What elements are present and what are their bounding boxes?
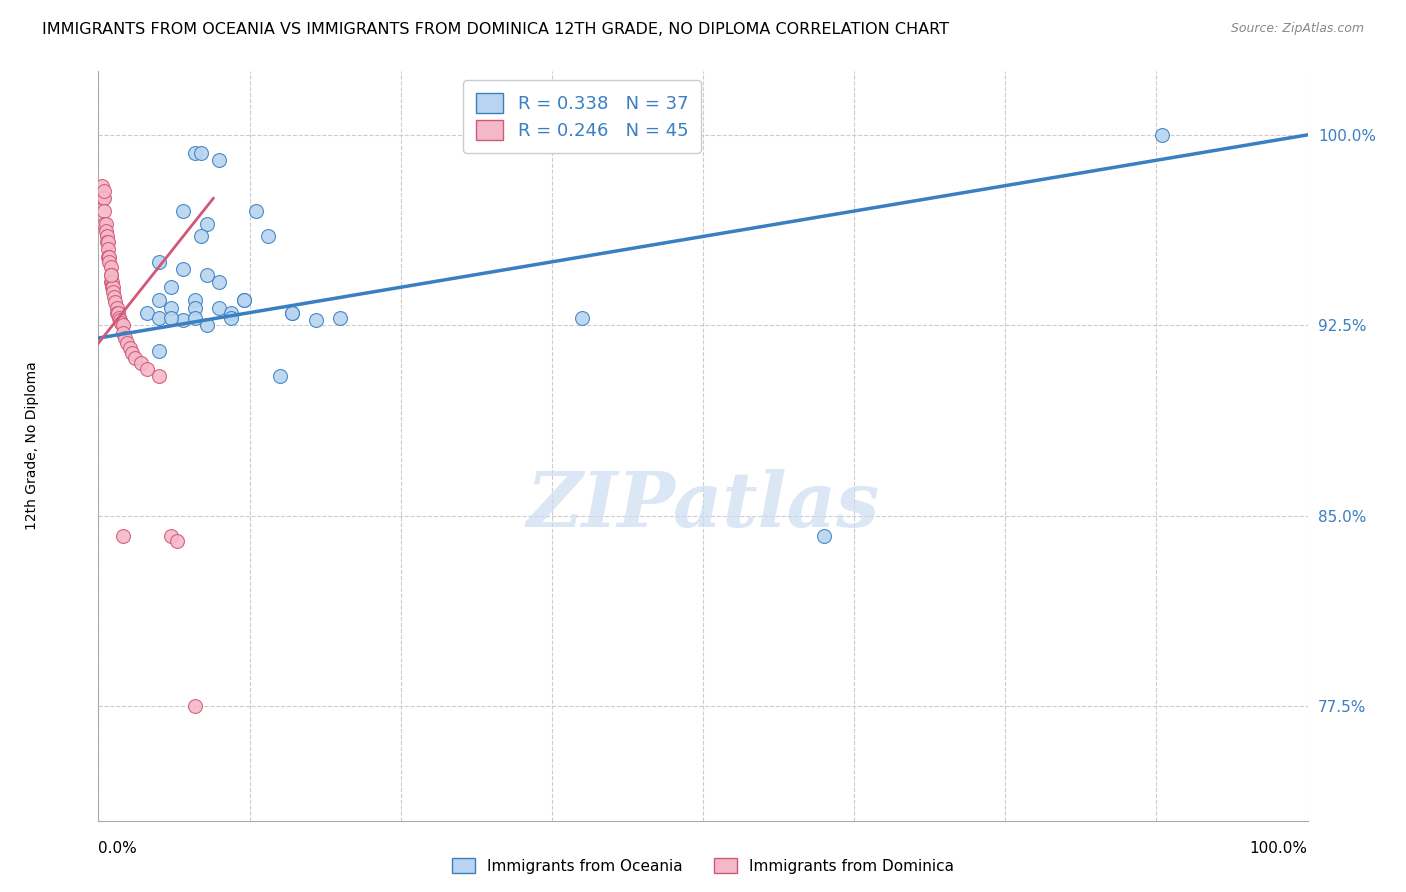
- Point: [91, 191, 114, 205]
- Text: Source: ZipAtlas.com: Source: ZipAtlas.com: [1230, 22, 1364, 36]
- Point: [111, 318, 134, 333]
- Point: [148, 255, 170, 269]
- Point: [195, 318, 218, 333]
- Point: [208, 275, 231, 289]
- Point: [118, 341, 141, 355]
- Point: [100, 268, 122, 282]
- Point: [110, 316, 132, 330]
- Point: [329, 310, 352, 325]
- Point: [135, 361, 157, 376]
- Point: [97, 235, 120, 249]
- Point: [121, 346, 143, 360]
- Point: [208, 301, 231, 315]
- Point: [269, 369, 291, 384]
- Point: [166, 534, 188, 549]
- Text: 12th Grade, No Diploma: 12th Grade, No Diploma: [25, 361, 39, 531]
- Point: [111, 529, 134, 543]
- Point: [160, 301, 183, 315]
- Legend: Immigrants from Oceania, Immigrants from Dominica: Immigrants from Oceania, Immigrants from…: [446, 852, 960, 880]
- Point: [160, 280, 183, 294]
- Point: [129, 356, 152, 370]
- Point: [195, 268, 218, 282]
- Point: [256, 229, 278, 244]
- Point: [184, 301, 207, 315]
- Point: [184, 145, 207, 160]
- Point: [190, 229, 212, 244]
- Point: [93, 204, 115, 219]
- Point: [98, 250, 121, 264]
- Point: [305, 313, 328, 327]
- Point: [107, 306, 129, 320]
- Point: [100, 268, 122, 282]
- Point: [281, 306, 304, 320]
- Point: [105, 306, 128, 320]
- Point: [93, 217, 115, 231]
- Point: [104, 295, 127, 310]
- Point: [91, 178, 114, 193]
- Point: [195, 217, 218, 231]
- Point: [221, 310, 243, 325]
- Point: [105, 301, 128, 315]
- Point: [111, 326, 134, 340]
- Point: [160, 310, 183, 325]
- Point: [101, 285, 124, 300]
- Point: [117, 336, 139, 351]
- Point: [100, 260, 122, 274]
- Point: [172, 313, 194, 327]
- Point: [100, 280, 122, 294]
- Text: 0.0%: 0.0%: [98, 841, 138, 856]
- Point: [97, 242, 120, 256]
- Point: [135, 306, 157, 320]
- Point: [160, 529, 183, 543]
- Point: [245, 204, 267, 219]
- Point: [148, 293, 170, 307]
- Point: [184, 310, 207, 325]
- Point: [97, 250, 120, 264]
- Point: [100, 275, 122, 289]
- Point: [101, 280, 124, 294]
- Point: [184, 699, 207, 714]
- Point: [148, 343, 170, 358]
- Point: [94, 224, 117, 238]
- Point: [184, 293, 207, 307]
- Point: [96, 235, 118, 249]
- Point: [232, 293, 254, 307]
- Legend: R = 0.338   N = 37, R = 0.246   N = 45: R = 0.338 N = 37, R = 0.246 N = 45: [464, 80, 700, 153]
- Point: [98, 255, 121, 269]
- Point: [221, 306, 243, 320]
- Point: [571, 310, 593, 325]
- Point: [108, 313, 131, 327]
- Point: [232, 293, 254, 307]
- Point: [172, 262, 194, 277]
- Point: [94, 217, 117, 231]
- Point: [148, 369, 170, 384]
- Point: [172, 204, 194, 219]
- Point: [190, 145, 212, 160]
- Point: [114, 331, 136, 345]
- Point: [1152, 128, 1174, 142]
- Point: [93, 184, 115, 198]
- Text: IMMIGRANTS FROM OCEANIA VS IMMIGRANTS FROM DOMINICA 12TH GRADE, NO DIPLOMA CORRE: IMMIGRANTS FROM OCEANIA VS IMMIGRANTS FR…: [42, 22, 949, 37]
- Point: [96, 229, 118, 244]
- Point: [124, 351, 146, 366]
- Point: [813, 529, 835, 543]
- Text: 100.0%: 100.0%: [1250, 841, 1308, 856]
- Point: [281, 306, 304, 320]
- Point: [148, 310, 170, 325]
- Point: [108, 310, 131, 325]
- Point: [208, 153, 231, 168]
- Point: [93, 191, 115, 205]
- Text: ZIPatlas: ZIPatlas: [526, 469, 880, 543]
- Point: [100, 275, 122, 289]
- Point: [103, 290, 125, 304]
